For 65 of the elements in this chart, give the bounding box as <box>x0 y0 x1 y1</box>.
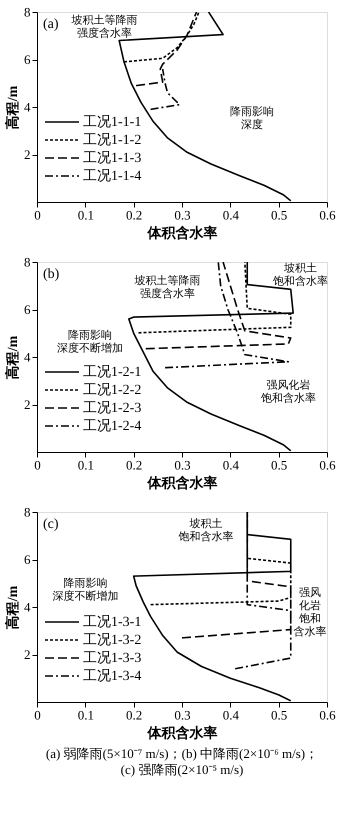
x-axis-title: 体积含水率 <box>146 724 218 742</box>
x-tick-label: 0.1 <box>78 208 94 222</box>
annotation: 强风化岩饱和含水率 <box>294 586 327 638</box>
x-tick-label: 0.2 <box>126 208 142 222</box>
annotation: 坡积土饱和含水率 <box>272 262 328 288</box>
x-tick-label: 0.3 <box>174 708 191 722</box>
x-tick-label: 0.4 <box>222 208 240 222</box>
legend-label: 工况1-3-3 <box>83 651 142 666</box>
y-axis-title: 高程/m <box>4 585 21 630</box>
y-tick-label: 4 <box>24 350 31 364</box>
legend-label: 工况1-2-1 <box>83 365 142 380</box>
x-tick-label: 0.4 <box>222 458 240 472</box>
y-tick-label: 4 <box>24 100 31 114</box>
annotation: 降雨影响深度不断增加 <box>57 330 124 355</box>
legend-label: 工况1-1-1 <box>83 115 142 130</box>
legend-label: 工况1-3-4 <box>83 669 142 684</box>
x-tick-label: 0.1 <box>78 708 94 722</box>
text: (c) 强降雨(2×10⁻⁵ m/s) <box>120 762 244 777</box>
annotation: 降雨影响深度 <box>230 106 274 131</box>
x-tick-label: 0.6 <box>319 708 336 722</box>
legend-label: 工况1-1-3 <box>83 151 142 166</box>
y-tick-label: 6 <box>24 52 31 67</box>
x-tick-label: 0.5 <box>271 708 288 722</box>
x-tick-label: 0.2 <box>126 458 142 472</box>
x-tick-label: 0.4 <box>222 708 240 722</box>
annotation: 坡积土饱和含水率 <box>178 516 234 543</box>
legend-label: 工况1-2-3 <box>83 401 142 416</box>
x-tick-label: 0 <box>34 708 41 722</box>
x-tick-label: 0 <box>34 458 41 472</box>
y-axis-title: 高程/m <box>4 85 21 130</box>
x-axis-title: 体积含水率 <box>146 224 218 242</box>
annotation: 降雨影响深度不断增加 <box>52 577 118 602</box>
legend-label: 工况1-2-2 <box>83 383 142 398</box>
legend-label: 工况1-1-4 <box>83 169 142 184</box>
legend-label: 工况1-1-2 <box>83 133 142 148</box>
y-tick-label: 2 <box>24 397 30 412</box>
x-tick-label: 0.3 <box>174 208 191 222</box>
y-tick-label: 8 <box>24 504 30 520</box>
legend-label: 工况1-3-1 <box>83 615 142 630</box>
x-tick-label: 0 <box>34 208 41 222</box>
y-tick-label: 4 <box>24 600 31 614</box>
annotation: 坡积土等降雨强度含水率 <box>134 274 200 300</box>
x-tick-label: 0.1 <box>78 458 94 472</box>
chart-title: (c) <box>43 517 59 532</box>
x-tick-label: 0.5 <box>271 458 288 472</box>
y-tick-label: 6 <box>24 302 31 317</box>
x-tick-label: 0.6 <box>319 458 336 472</box>
text: (a) 弱降雨(5×10⁻⁷ m/s)；(b) 中降雨(2×10⁻⁶ m/s)； <box>46 746 318 761</box>
x-tick-label: 0.2 <box>126 708 142 722</box>
annotation: 坡积土等降雨强度含水率 <box>70 13 138 40</box>
chart-title: (b) <box>43 267 60 282</box>
x-tick-label: 0.3 <box>174 458 191 472</box>
annotation: 强风化岩饱和含水率 <box>260 378 316 404</box>
y-tick-label: 8 <box>24 254 30 270</box>
x-axis-title: 体积含水率 <box>146 474 218 492</box>
y-tick-label: 2 <box>24 647 30 662</box>
x-tick-label: 0.5 <box>271 208 288 222</box>
legend-label: 工况1-2-4 <box>83 419 142 434</box>
legend-label: 工况1-3-2 <box>83 633 142 648</box>
y-tick-label: 6 <box>24 552 31 567</box>
x-tick-label: 0.6 <box>319 208 336 222</box>
y-tick-label: 8 <box>24 4 30 20</box>
y-tick-label: 2 <box>24 147 30 162</box>
chart-title: (a) <box>43 17 59 32</box>
y-axis-title: 高程/m <box>4 335 21 380</box>
